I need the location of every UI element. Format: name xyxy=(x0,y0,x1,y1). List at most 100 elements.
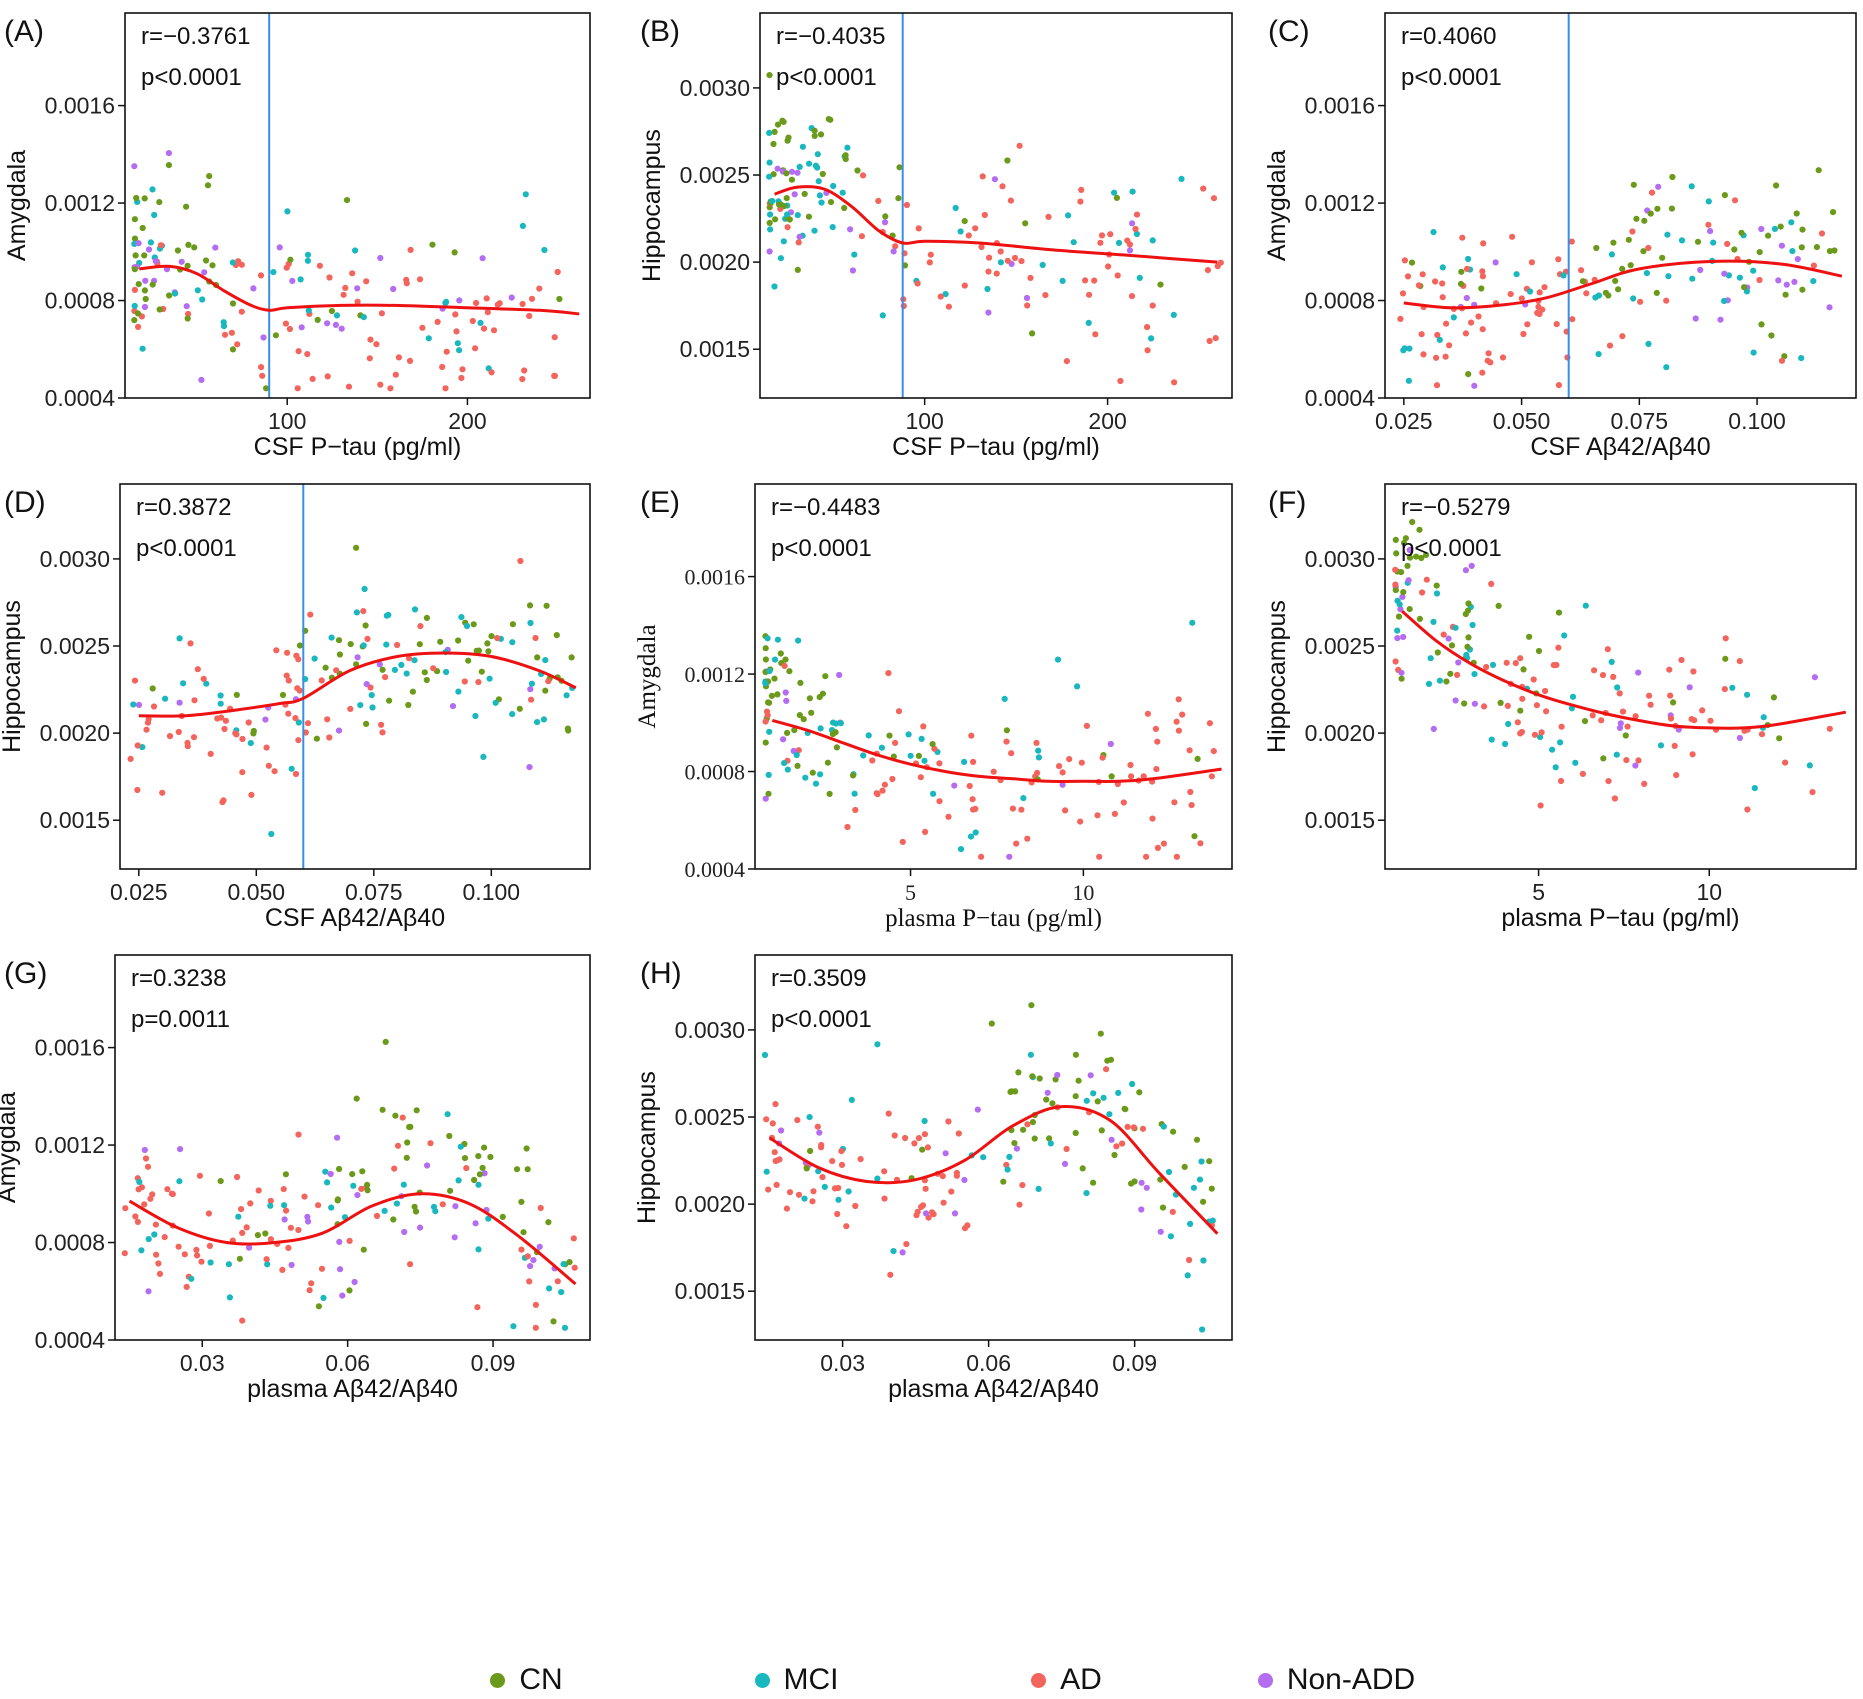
data-point-cn xyxy=(794,266,801,273)
data-point-mci xyxy=(766,173,773,180)
data-point-ad xyxy=(1611,795,1618,802)
y-tick-label: 0.0020 xyxy=(680,249,750,275)
data-point-ad xyxy=(326,274,333,281)
data-point-ad xyxy=(439,363,446,371)
data-point-ad xyxy=(1004,257,1011,264)
data-point-ad xyxy=(936,760,943,767)
data-point-ad xyxy=(239,769,246,776)
data-point-ad xyxy=(1463,265,1471,272)
data-point-ad xyxy=(143,726,150,733)
data-point-non-add xyxy=(142,277,149,284)
data-point-ad xyxy=(308,1280,315,1287)
data-point-cn xyxy=(1136,1089,1143,1096)
data-point-ad xyxy=(1507,291,1514,298)
data-point-ad xyxy=(1646,692,1653,699)
data-point-ad xyxy=(1583,290,1590,297)
data-point-cn xyxy=(1046,1135,1053,1142)
data-point-cn xyxy=(819,170,826,178)
y-tick-label: 0.0008 xyxy=(35,1230,105,1256)
data-point-mci xyxy=(1006,1153,1013,1160)
data-point-ad xyxy=(263,744,270,751)
data-point-ad xyxy=(521,367,528,374)
data-point-ad xyxy=(972,805,979,813)
data-point-ad xyxy=(1721,686,1728,693)
data-point-mci xyxy=(997,259,1005,266)
data-point-ad xyxy=(517,557,524,565)
data-point-cn xyxy=(1465,600,1472,607)
data-point-mci xyxy=(1729,684,1736,691)
data-point-cn xyxy=(1029,1073,1036,1080)
data-point-ad xyxy=(1782,759,1789,766)
data-point-ad xyxy=(1534,309,1541,316)
data-point-ad xyxy=(885,670,892,677)
data-point-cn xyxy=(191,244,198,251)
data-point-cn xyxy=(1776,735,1783,742)
data-point-ad xyxy=(294,685,301,692)
data-point-cn xyxy=(781,203,788,210)
data-point-mci xyxy=(229,259,236,266)
y-tick-label: 0.0012 xyxy=(685,662,746,687)
data-point-ad xyxy=(1103,1066,1110,1073)
data-point-ad xyxy=(1210,748,1217,755)
data-point-ad xyxy=(1083,722,1090,730)
data-point-mci xyxy=(1189,619,1196,626)
data-point-non-add xyxy=(1013,1145,1021,1152)
data-point-cn xyxy=(206,173,213,180)
data-point-mci xyxy=(829,224,836,231)
data-point-ad xyxy=(1531,731,1538,738)
data-point-cn xyxy=(762,645,769,652)
data-point-cn xyxy=(149,281,156,288)
data-point-mci xyxy=(766,728,773,735)
data-point-ad xyxy=(899,838,906,846)
data-point-mci xyxy=(546,1285,553,1292)
data-point-ad xyxy=(1206,720,1213,727)
data-point-non-add xyxy=(451,1234,458,1241)
data-point-ad xyxy=(194,666,201,673)
data-point-mci xyxy=(1401,345,1408,352)
data-point-mci xyxy=(1771,225,1778,232)
data-point-cn xyxy=(1193,1136,1201,1143)
data-point-cn xyxy=(1194,755,1201,763)
data-point-ad xyxy=(939,1173,946,1180)
data-point-ad xyxy=(349,270,356,277)
data-point-ad xyxy=(190,734,198,741)
x-tick-label: 0.075 xyxy=(1611,408,1669,434)
data-point-cn xyxy=(184,262,191,269)
data-point-cn xyxy=(343,197,351,204)
data-point-mci xyxy=(1678,237,1686,244)
data-point-ad xyxy=(168,1190,175,1197)
data-point-ad xyxy=(1543,708,1550,715)
data-point-cn xyxy=(1465,371,1472,378)
data-point-mci xyxy=(1199,1326,1206,1333)
data-point-ad xyxy=(1024,1121,1031,1128)
data-point-non-add xyxy=(401,1228,408,1236)
data-point-cn xyxy=(1669,173,1676,181)
data-point-cn xyxy=(824,759,832,766)
data-point-ad xyxy=(881,781,889,788)
data-point-cn xyxy=(774,691,781,698)
data-point-non-add xyxy=(1044,1089,1051,1096)
data-point-non-add xyxy=(766,248,773,255)
data-point-cn xyxy=(1029,1119,1036,1126)
data-point-ad xyxy=(1480,240,1487,247)
data-point-non-add xyxy=(332,321,339,328)
data-point-ad xyxy=(924,1144,932,1151)
data-point-ad xyxy=(1555,644,1562,651)
data-point-ad xyxy=(271,768,278,775)
data-point-ad xyxy=(1212,335,1219,342)
data-point-ad xyxy=(1705,221,1712,228)
data-point-ad xyxy=(945,1118,952,1125)
data-point-cn xyxy=(409,688,416,695)
data-point-ad xyxy=(532,1324,539,1331)
data-point-ad xyxy=(324,716,331,723)
data-point-ad xyxy=(519,376,526,383)
data-point-mci xyxy=(961,758,968,766)
data-point-non-add xyxy=(527,686,534,693)
data-point-ad xyxy=(258,364,265,371)
data-point-ad xyxy=(1503,659,1510,666)
panel-label: (F) xyxy=(1268,486,1306,519)
data-point-ad xyxy=(243,1224,250,1231)
data-point-mci xyxy=(1425,680,1433,688)
data-point-ad xyxy=(1689,751,1696,758)
data-point-mci xyxy=(1798,355,1805,362)
